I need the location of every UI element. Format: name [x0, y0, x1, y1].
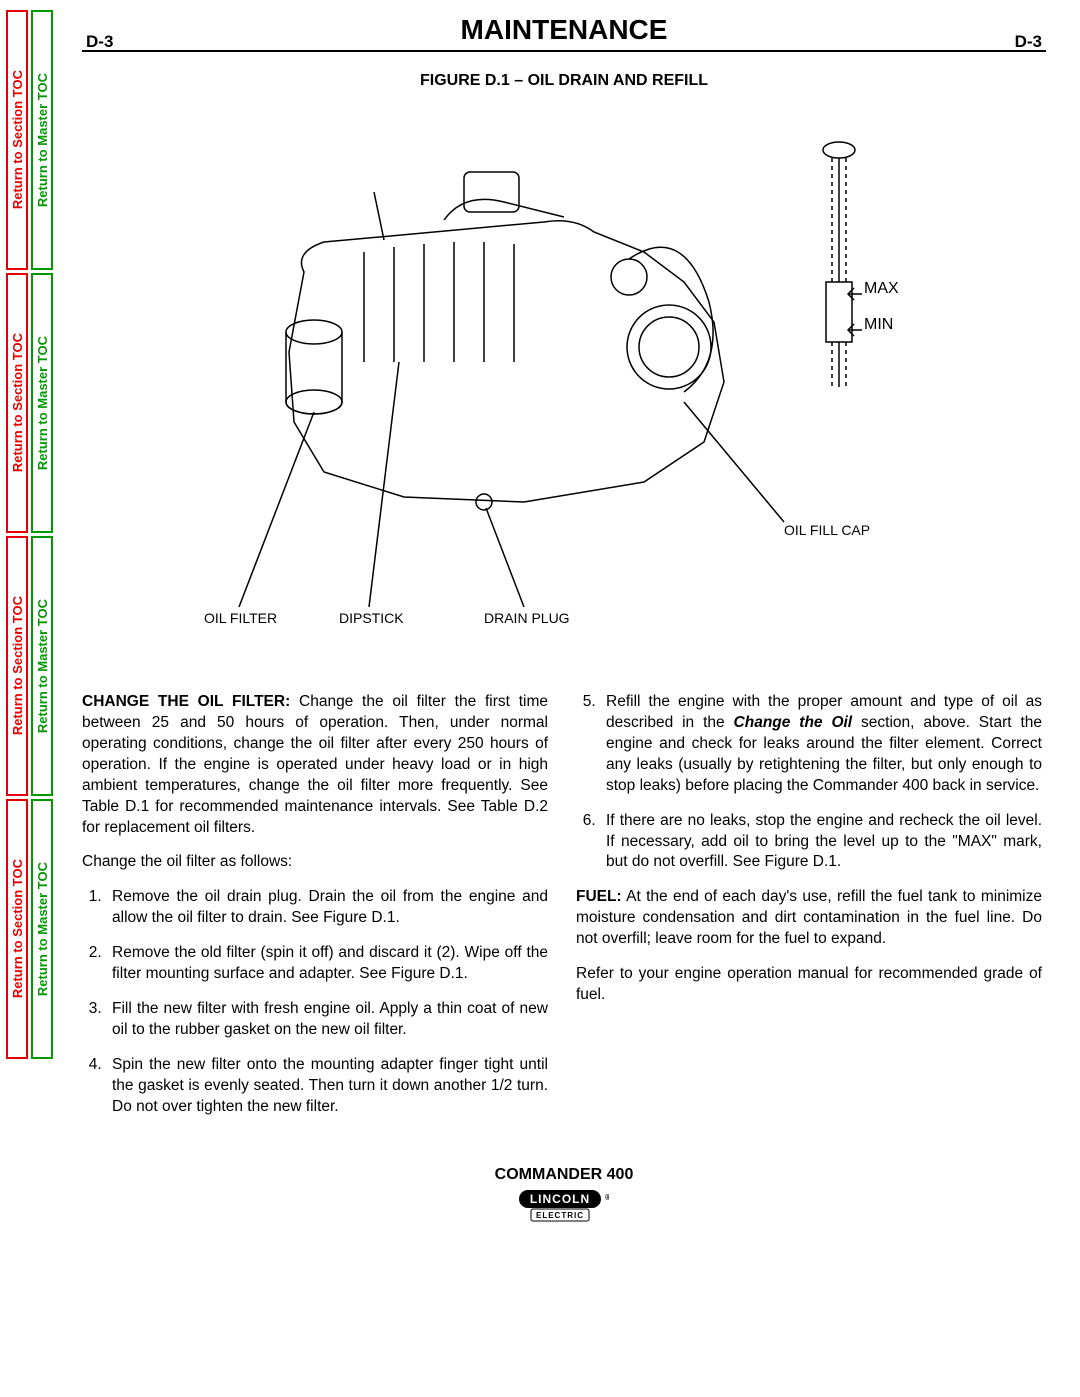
step-2: Remove the old filter (spin it off) and … — [106, 943, 548, 985]
label-max: MAX — [864, 280, 899, 298]
step-6: If there are no leaks, stop the engine a… — [600, 811, 1042, 874]
side-navigation: Return to Section TOC Return to Section … — [6, 10, 56, 1059]
body-columns: CHANGE THE OIL FILTER: Change the oil fi… — [82, 692, 1042, 1132]
return-section-toc-tab[interactable]: Return to Section TOC — [6, 273, 28, 533]
tab-label: Return to Section TOC — [10, 849, 25, 1008]
label-oil-filter: OIL FILTER — [204, 610, 277, 626]
tab-label: Return to Master TOC — [35, 63, 50, 217]
footer: COMMANDER 400 LINCOLN ® ELECTRIC — [64, 1166, 1064, 1227]
brand-bottom: ELECTRIC — [536, 1211, 584, 1220]
page-number-left: D-3 — [86, 32, 113, 52]
label-dipstick: DIPSTICK — [339, 610, 404, 626]
tab-label: Return to Master TOC — [35, 326, 50, 480]
return-section-toc-tab[interactable]: Return to Section TOC — [6, 10, 28, 270]
return-master-toc-tab[interactable]: Return to Master TOC — [31, 799, 53, 1059]
step-5: Refill the engine with the proper amount… — [600, 692, 1042, 797]
return-master-toc-tab[interactable]: Return to Master TOC — [31, 273, 53, 533]
figure-caption: FIGURE D.1 – OIL DRAIN AND REFILL — [64, 72, 1064, 90]
model-name: COMMANDER 400 — [64, 1166, 1064, 1184]
right-column: Refill the engine with the proper amount… — [576, 692, 1042, 1132]
page-content: D-3 D-3 MAINTENANCE FIGURE D.1 – OIL DRA… — [64, 10, 1064, 1227]
return-section-toc-tab[interactable]: Return to Section TOC — [6, 799, 28, 1059]
left-steps: Remove the oil drain plug. Drain the oil… — [82, 887, 548, 1117]
brand-top: LINCOLN — [530, 1192, 590, 1206]
fuel-paragraph: FUEL: At the end of each day's use, refi… — [576, 887, 1042, 950]
step-3: Fill the new filter with fresh engine oi… — [106, 999, 548, 1041]
label-drain-plug: DRAIN PLUG — [484, 610, 570, 626]
page-number-right: D-3 — [1015, 32, 1042, 52]
label-oil-fill-cap: OIL FILL CAP — [784, 522, 870, 538]
left-column: CHANGE THE OIL FILTER: Change the oil fi… — [82, 692, 548, 1132]
tab-label: Return to Section TOC — [10, 60, 25, 219]
right-steps: Refill the engine with the proper amount… — [576, 692, 1042, 873]
step-1: Remove the oil drain plug. Drain the oil… — [106, 887, 548, 929]
step-4: Spin the new filter onto the mounting ad… — [106, 1055, 548, 1118]
change-filter-lead: Change the oil filter as follows: — [82, 852, 548, 873]
svg-text:®: ® — [605, 1193, 609, 1202]
engine-illustration — [124, 102, 1024, 642]
refer-paragraph: Refer to your engine operation manual fo… — [576, 964, 1042, 1006]
return-master-toc-tab[interactable]: Return to Master TOC — [31, 10, 53, 270]
tab-label: Return to Section TOC — [10, 586, 25, 745]
lincoln-logo: LINCOLN ® ELECTRIC — [519, 1190, 609, 1227]
label-min: MIN — [864, 316, 893, 334]
return-section-toc-tab[interactable]: Return to Section TOC — [6, 536, 28, 796]
tab-label: Return to Section TOC — [10, 323, 25, 482]
change-filter-intro: CHANGE THE OIL FILTER: Change the oil fi… — [82, 692, 548, 838]
tab-label: Return to Master TOC — [35, 852, 50, 1006]
figure-d1: MAX MIN OIL FILL CAP OIL FILTER DIPSTICK… — [124, 102, 1024, 642]
return-master-toc-tab[interactable]: Return to Master TOC — [31, 536, 53, 796]
tab-label: Return to Master TOC — [35, 589, 50, 743]
